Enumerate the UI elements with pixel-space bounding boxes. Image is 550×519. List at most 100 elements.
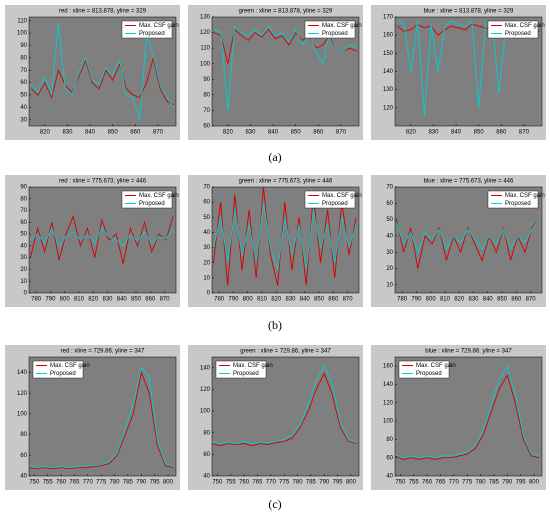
y-tick-label: 60 [20,80,27,86]
y-tick-label: 90 [20,43,27,49]
y-tick-label: 20 [20,267,27,273]
panel-label: (b) [268,318,282,332]
x-tick-label: 790 [502,480,513,486]
y-tick-label: 140 [383,382,394,388]
x-tick-label: 755 [409,480,420,486]
panel-label: (a) [268,150,281,164]
y-tick-label: 160 [383,364,394,370]
legend-label: Max. CSF gain [139,193,179,199]
data-line [30,227,174,247]
x-tick-label: 800 [163,480,174,486]
x-tick-label: 840 [300,297,311,303]
y-tick-label: 100 [200,409,211,415]
data-line [29,366,174,469]
y-tick-label: 20 [203,260,210,266]
y-tick-label: 70 [203,108,210,114]
data-line [214,28,357,64]
y-tick-label: 120 [200,387,211,393]
data-line [212,202,357,271]
y-tick-label: 0 [24,291,28,297]
x-tick-label: 770 [83,480,94,486]
x-tick-label: 860 [130,130,141,136]
plot-group [395,365,540,460]
y-tick-label: 40 [386,234,393,240]
x-tick-label: 780 [214,297,225,303]
x-tick-label: 840 [451,130,462,136]
x-tick-label: 860 [496,130,507,136]
x-tick-label: 840 [85,130,96,136]
data-line [30,57,174,106]
y-tick-label: 40 [20,105,27,111]
y-tick-label: 130 [200,15,211,21]
y-tick-label: 160 [383,33,394,39]
x-tick-label: 780 [31,297,42,303]
x-tick-label: 860 [313,130,324,136]
x-tick-label: 800 [346,480,357,486]
chart-title: red : xline = 775.673, yline = 446 [59,179,147,185]
x-tick-label: 790 [136,480,147,486]
legend-label: Max. CSF gain [322,193,362,199]
chart-title: red : xline = 729.86, yline = 347 [61,349,145,355]
x-tick-label: 810 [257,297,268,303]
y-tick-label: 80 [203,92,210,98]
legend-label: Proposed [139,201,165,207]
y-tick-label: 90 [20,185,27,191]
x-tick-label: 795 [516,480,527,486]
y-tick-label: 100 [200,61,211,67]
y-tick-label: 10 [203,275,210,281]
x-tick-label: 755 [226,480,237,486]
y-tick-label: 40 [203,474,210,480]
x-tick-label: 830 [285,297,296,303]
x-tick-label: 780 [110,480,121,486]
y-tick-label: 70 [20,208,27,214]
legend-label: Max. CSF gain [505,193,545,199]
x-tick-label: 850 [497,297,508,303]
x-tick-label: 750 [395,480,406,486]
x-tick-label: 790 [411,297,422,303]
y-tick-label: 50 [386,217,393,223]
y-tick-label: 50 [20,93,27,99]
x-tick-label: 850 [108,130,119,136]
x-tick-label: 760 [239,480,250,486]
y-tick-label: 70 [386,185,393,191]
data-line [214,25,357,111]
y-tick-label: 170 [383,15,394,21]
y-tick-label: 60 [386,201,393,207]
x-tick-label: 870 [526,297,537,303]
y-tick-label: 60 [203,452,210,458]
chart-title: blue : xline = 775.673, yline = 446 [424,179,514,185]
y-tick-label: 50 [20,232,27,238]
x-tick-label: 850 [131,297,142,303]
y-tick-label: 120 [383,400,394,406]
legend-label: Proposed [139,31,165,37]
x-tick-label: 810 [440,297,451,303]
chart-title: red : xline = 813.878, yline = 329 [59,9,147,15]
x-tick-label: 850 [291,130,302,136]
data-line [395,374,540,460]
y-tick-label: 90 [203,77,210,83]
y-tick-label: 40 [20,474,27,480]
x-tick-label: 840 [117,297,128,303]
y-tick-label: 40 [386,474,393,480]
plot-group [212,364,357,447]
y-tick-label: 80 [203,430,210,436]
x-tick-label: 790 [45,297,56,303]
y-tick-label: 130 [383,87,394,93]
x-tick-label: 790 [319,480,330,486]
data-line [30,23,175,120]
data-line [395,365,540,459]
legend-label: Max. CSF gain [139,23,179,29]
y-tick-label: 110 [17,18,27,24]
x-tick-label: 785 [306,480,317,486]
x-tick-label: 800 [60,297,71,303]
x-tick-label: 780 [293,480,304,486]
y-tick-label: 30 [203,245,210,251]
x-tick-label: 820 [454,297,465,303]
x-tick-label: 830 [468,297,479,303]
x-tick-label: 780 [476,480,487,486]
x-tick-label: 765 [435,480,446,486]
x-tick-label: 840 [268,130,279,136]
plot-group [395,219,540,269]
